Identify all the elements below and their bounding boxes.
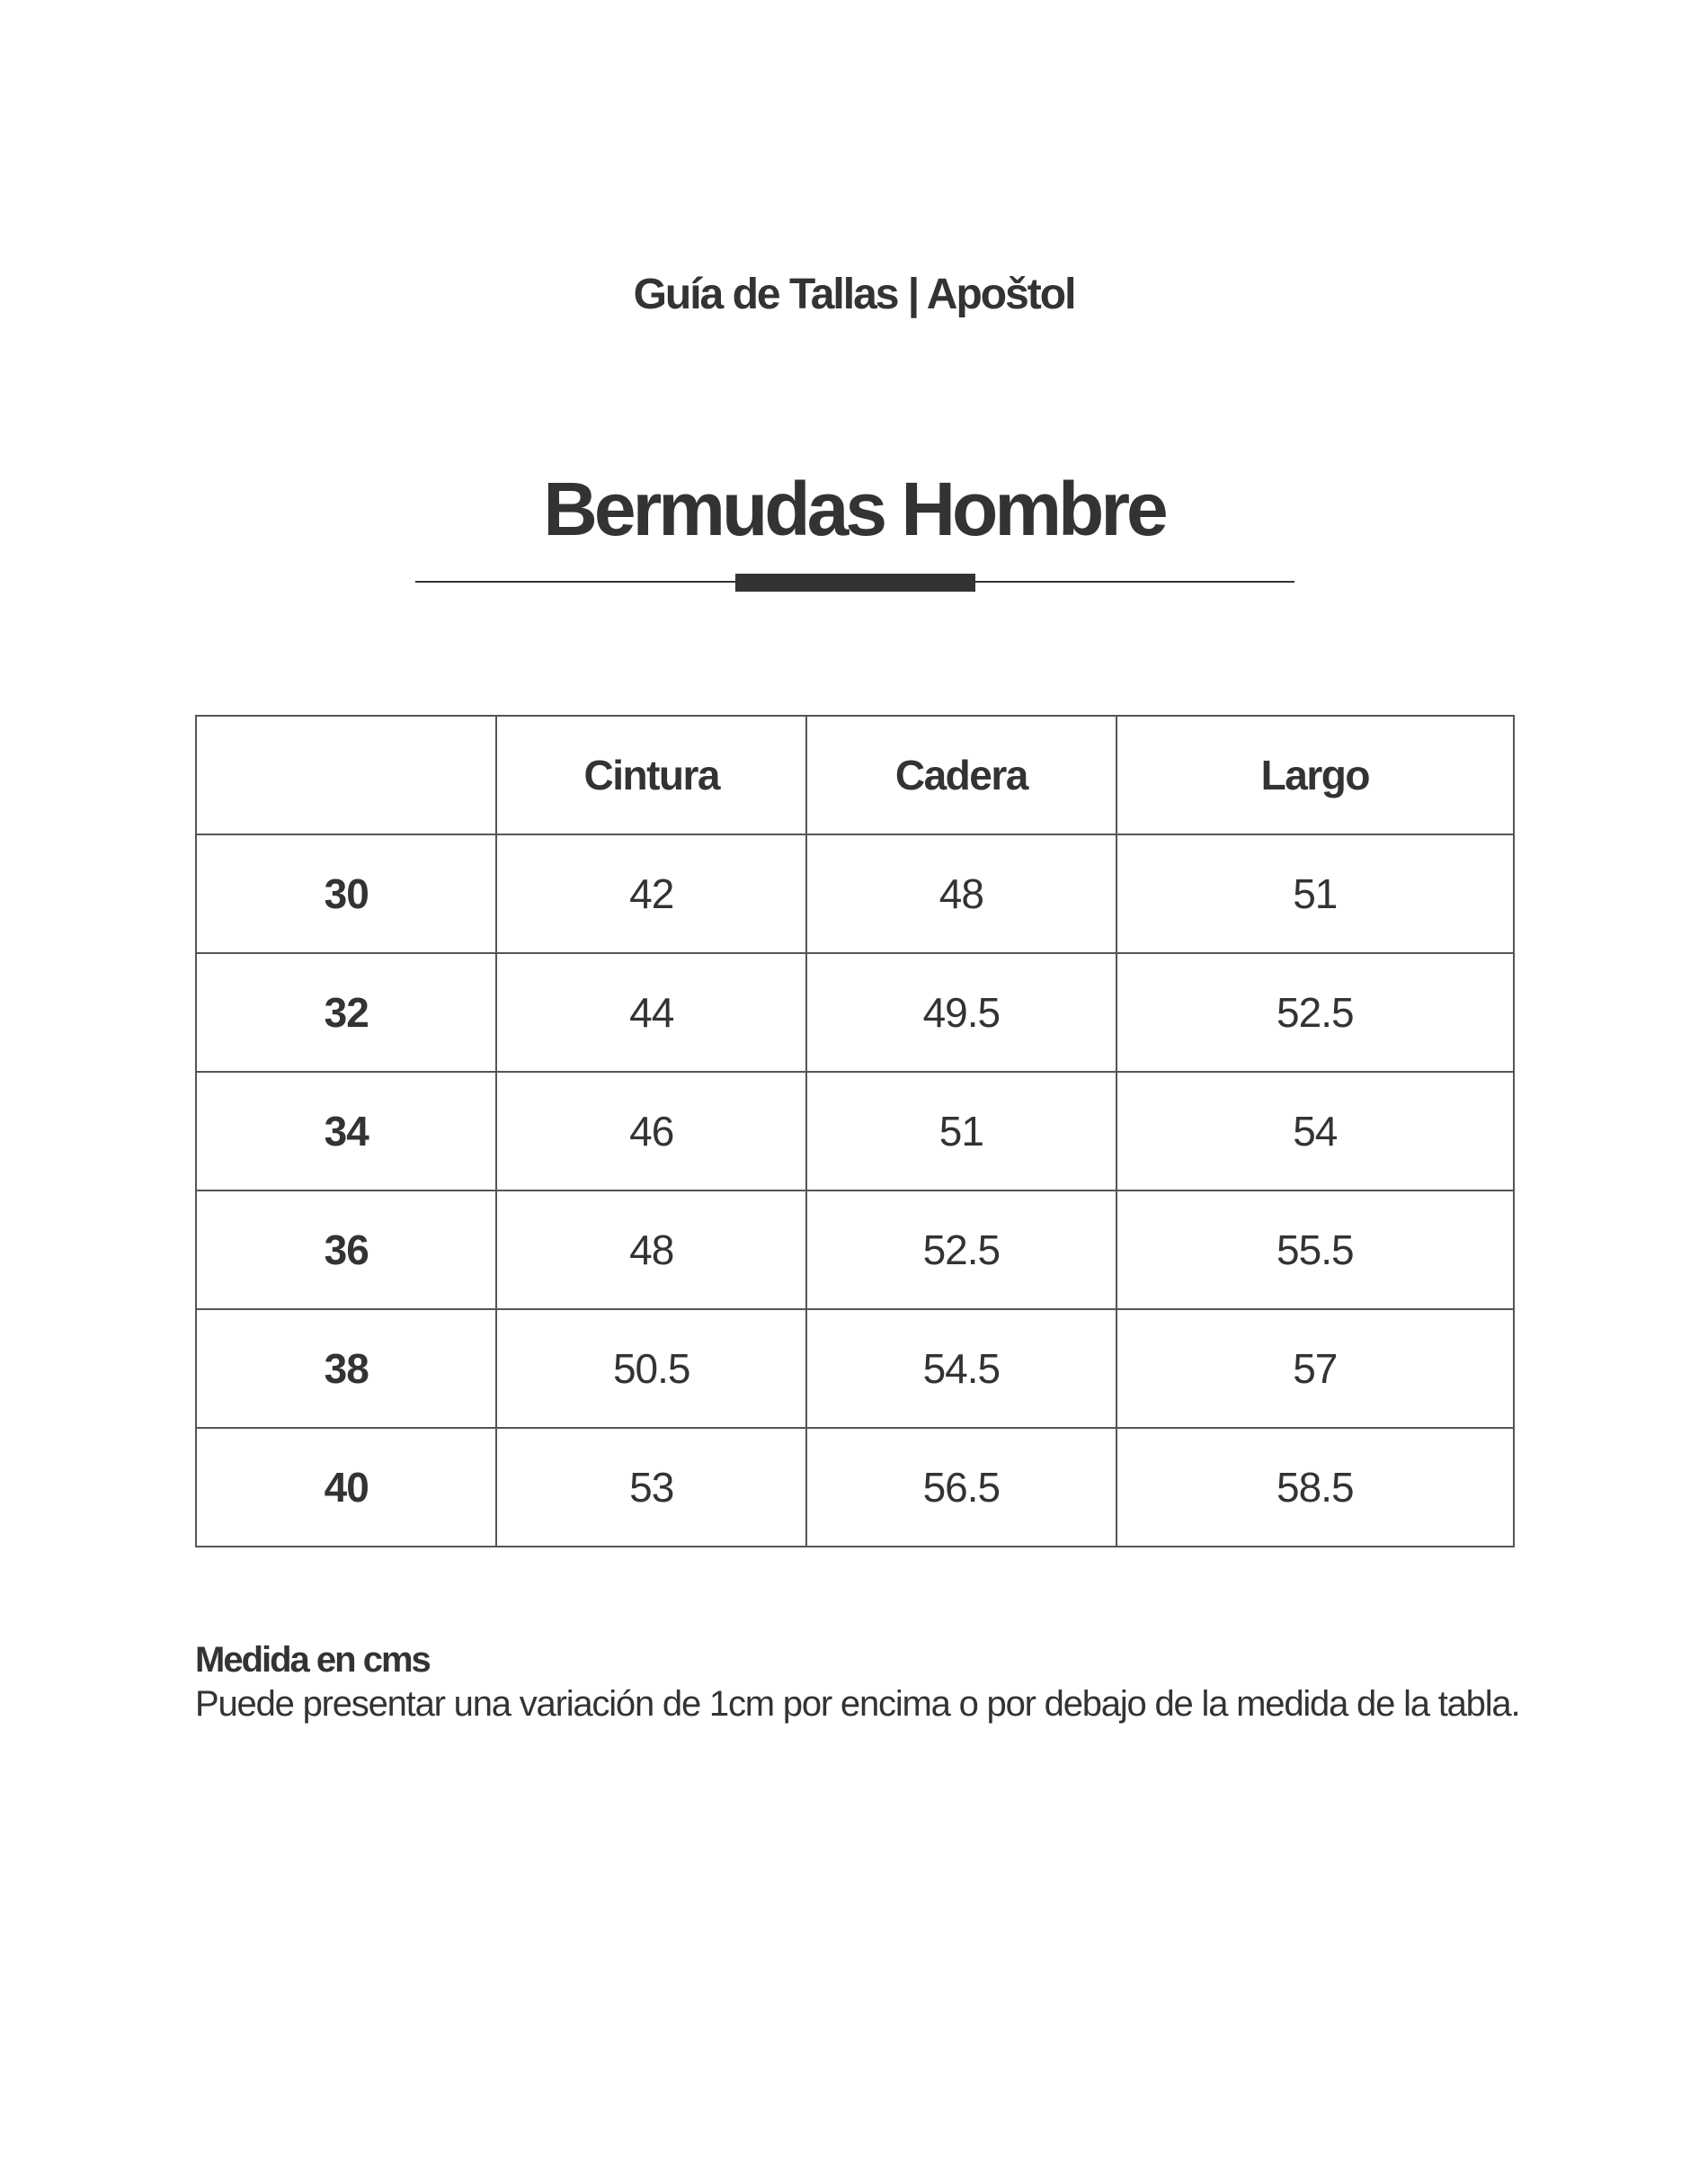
divider-accent-bar <box>735 574 975 592</box>
header-empty <box>194 715 498 835</box>
size-cell: 32 <box>194 952 498 1073</box>
table-row: 38 50.5 54.5 57 <box>194 1308 1516 1429</box>
note-heading: Medida en cms <box>195 1640 431 1680</box>
measure-cell: 53 <box>495 1427 808 1547</box>
measure-cell: 42 <box>495 834 808 954</box>
page-title: Bermudas Hombre <box>543 467 1169 551</box>
note: Medida en cms Puede presentar una variac… <box>195 1638 1526 1726</box>
measure-cell: 54.5 <box>805 1308 1117 1429</box>
measure-cell: 48 <box>495 1190 808 1310</box>
table-header-row: Cintura Cadera Largo <box>194 715 1516 835</box>
size-cell: 30 <box>194 834 498 954</box>
table-row: 32 44 49.5 52.5 <box>194 952 1516 1073</box>
note-text: Puede presentar una variación de 1cm por… <box>195 1684 1521 1724</box>
header-cintura: Cintura <box>495 715 808 835</box>
measure-cell: 46 <box>495 1071 808 1191</box>
measure-cell: 55.5 <box>1115 1190 1516 1310</box>
measure-cell: 50.5 <box>495 1308 808 1429</box>
measure-cell: 49.5 <box>805 952 1117 1073</box>
header-cadera: Cadera <box>805 715 1117 835</box>
measure-cell: 48 <box>805 834 1117 954</box>
measure-cell: 52.5 <box>1115 952 1516 1073</box>
measure-cell: 57 <box>1115 1308 1516 1429</box>
measure-cell: 58.5 <box>1115 1427 1516 1547</box>
measure-cell: 51 <box>1115 834 1516 954</box>
table-row: 40 53 56.5 58.5 <box>194 1427 1516 1547</box>
measure-cell: 52.5 <box>805 1190 1117 1310</box>
table-row: 34 46 51 54 <box>194 1071 1516 1191</box>
measure-cell: 54 <box>1115 1071 1516 1191</box>
measure-cell: 51 <box>805 1071 1117 1191</box>
header-largo: Largo <box>1115 715 1516 835</box>
table-row: 30 42 48 51 <box>194 834 1516 954</box>
size-cell: 40 <box>194 1427 498 1547</box>
size-cell: 36 <box>194 1190 498 1310</box>
size-table: Cintura Cadera Largo 30 42 48 51 32 44 49.5 52.… <box>194 715 1516 1547</box>
size-cell: 38 <box>194 1308 498 1429</box>
brand-title: Guía de Tallas | Apoštol <box>633 271 1077 318</box>
measure-cell: 56.5 <box>805 1427 1117 1547</box>
size-cell: 34 <box>194 1071 498 1191</box>
measure-cell: 44 <box>495 952 808 1073</box>
table-row: 36 48 52.5 55.5 <box>194 1190 1516 1310</box>
